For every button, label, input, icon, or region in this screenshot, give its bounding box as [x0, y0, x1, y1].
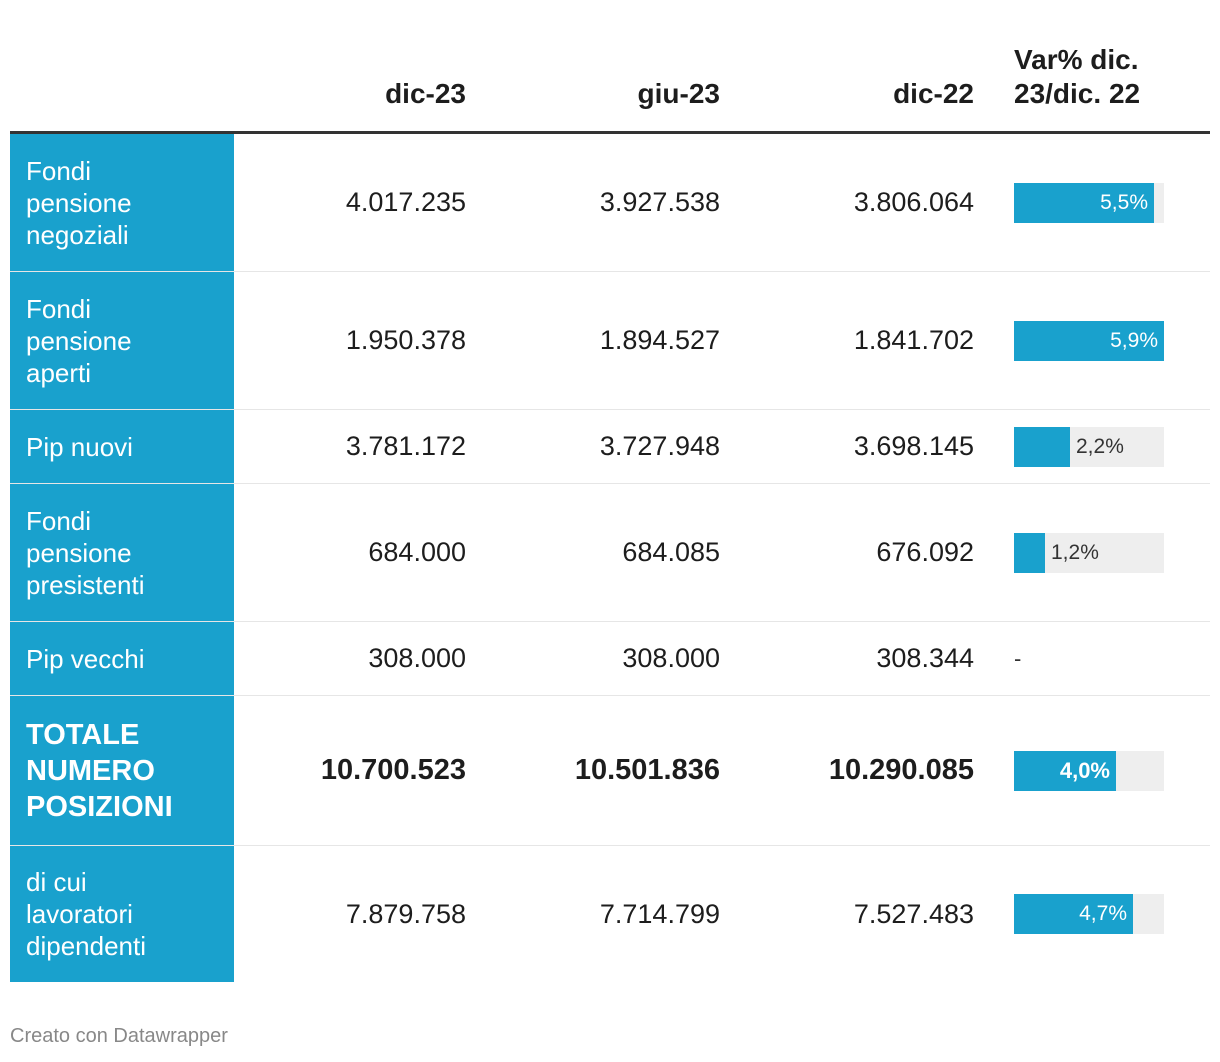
var-bar-label: 5,9% [1110, 328, 1158, 352]
cell-giu23: 1.894.527 [599, 325, 720, 355]
cell-dic22: 676.092 [876, 537, 974, 567]
cell-dic22: 308.344 [876, 643, 974, 673]
header-var-percent: Var% dic. 23/dic. 22 [996, 43, 1210, 131]
var-bar-label: 2,2% [1076, 434, 1124, 458]
row-label-line: negoziali [26, 219, 129, 250]
cell-giu23: 308.000 [622, 643, 720, 673]
header-dic-23: dic-23 [385, 78, 466, 109]
row-label-line: pensione [26, 187, 132, 218]
table-row: TOTALE NUMERO POSIZIONI 10.700.523 10.501.83… [10, 696, 1210, 846]
table-row: Fondi pensione presistenti 684.000 684.085 67… [10, 484, 1210, 622]
cell-dic22: 10.290.085 [828, 754, 974, 786]
cell-var-percent: - [996, 622, 1210, 695]
cell-dic23: 684.000 [368, 537, 466, 567]
row-label-line: pensione [26, 325, 132, 356]
row-label: di cui lavoratori dipendenti [10, 846, 234, 982]
table-row: Fondi pensione aperti 1.950.378 1.894.527 1.8… [10, 272, 1210, 410]
var-bar-label: 5,5% [1100, 190, 1148, 214]
cell-giu23: 3.927.538 [599, 187, 720, 217]
cell-var-percent: 5,5% [996, 134, 1210, 271]
row-label-line: dipendenti [26, 931, 146, 961]
cell-dic23: 7.879.758 [345, 898, 466, 929]
row-label-text: Pip vecchi [26, 643, 145, 675]
cell-dic22: 1.841.702 [853, 325, 974, 355]
table-row: Pip nuovi 3.781.172 3.727.948 3.698.145 2,2% [10, 410, 1210, 484]
row-label-text: Fondi pensione aperti [26, 293, 132, 389]
cell-giu23: 10.501.836 [574, 754, 720, 786]
cell-giu23: 7.714.799 [599, 898, 720, 929]
var-bar-label: 4,7% [1079, 902, 1127, 925]
row-label-line: di cui [26, 867, 87, 897]
row-label-line: presistenti [26, 569, 145, 600]
row-label-text: di cui lavoratori dipendenti [26, 866, 146, 962]
header-giu-23: giu-23 [637, 78, 720, 109]
var-bar-track: 1,2% [1014, 532, 1164, 573]
row-label-line: Fondi [26, 155, 92, 186]
cell-dic23: 308.000 [368, 643, 466, 673]
row-label: Fondi pensione aperti [10, 272, 234, 409]
cell-var-percent: 5,9% [996, 272, 1210, 409]
cell-dic22: 3.698.145 [853, 431, 974, 461]
cell-giu23: 3.727.948 [599, 431, 720, 461]
var-bar-label: 4,0% [1059, 757, 1110, 783]
table-body: Fondi pensione negoziali 4.017.235 3.927.538… [10, 134, 1210, 982]
header-var-line-2: 23/dic. 22 [1014, 78, 1141, 109]
header-label-column [10, 111, 234, 131]
table-row: Pip vecchi 308.000 308.000 308.344 - [10, 622, 1210, 696]
cell-dic22: 7.527.483 [853, 898, 974, 929]
table-header: dic-23 giu-23 dic-22 Var% dic. 23/dic. 2… [10, 40, 1210, 134]
row-label-line: lavoratori [26, 899, 133, 929]
footer-credit: Creato con Datawrapper [10, 1025, 228, 1047]
var-bar-track: 4,7% [1014, 894, 1164, 934]
var-dash: - [1014, 645, 1022, 671]
cell-var-percent: 2,2% [996, 410, 1210, 483]
cell-var-percent: 4,0% [996, 696, 1210, 845]
row-label: TOTALE NUMERO POSIZIONI [10, 696, 234, 845]
var-bar-track: 4,0% [1014, 750, 1164, 791]
row-label: Fondi pensione negoziali [10, 134, 234, 271]
cell-var-percent: 4,7% [996, 846, 1210, 982]
row-label-text: TOTALE NUMERO POSIZIONI [26, 717, 173, 825]
row-label: Fondi pensione presistenti [10, 484, 234, 621]
row-label-text: Fondi pensione negoziali [26, 155, 132, 251]
row-label-line: TOTALE [26, 718, 140, 751]
var-bar [1014, 320, 1164, 361]
row-label-line: pensione [26, 537, 132, 568]
var-bar-track: 5,9% [1014, 320, 1164, 361]
table-row: di cui lavoratori dipendenti 7.879.758 7.714… [10, 846, 1210, 982]
row-label-line: Pip nuovi [26, 431, 133, 462]
row-label-line: NUMERO [26, 754, 155, 787]
var-bar [1014, 532, 1045, 573]
cell-dic23: 10.700.523 [320, 754, 466, 786]
var-bar-track: 5,5% [1014, 182, 1164, 223]
var-bar [1014, 894, 1133, 934]
row-label-line: POSIZIONI [26, 790, 173, 823]
row-label-text: Pip nuovi [26, 431, 133, 463]
cell-dic23: 4.017.235 [345, 187, 466, 217]
cell-dic23: 3.781.172 [345, 431, 466, 461]
row-label-text: Fondi pensione presistenti [26, 505, 145, 601]
row-label-line: aperti [26, 357, 92, 388]
row-label: Pip nuovi [10, 410, 234, 483]
cell-var-percent: 1,2% [996, 484, 1210, 621]
table-row: Fondi pensione negoziali 4.017.235 3.927.538… [10, 134, 1210, 272]
row-label-line: Fondi [26, 293, 92, 324]
row-label-line: Pip vecchi [26, 643, 145, 674]
var-bar-label: 1,2% [1051, 540, 1099, 564]
data-table: dic-23 giu-23 dic-22 Var% dic. 23/dic. 2… [10, 40, 1210, 982]
cell-dic23: 1.950.378 [345, 325, 466, 355]
var-bar [1014, 750, 1116, 791]
header-dic-22: dic-22 [893, 78, 974, 109]
header-var-line-1: Var% dic. [1014, 44, 1139, 75]
row-label: Pip vecchi [10, 622, 234, 695]
var-bar [1014, 182, 1154, 223]
var-bar [1014, 426, 1070, 467]
var-bar-track: 2,2% [1014, 426, 1164, 467]
row-label-line: Fondi [26, 505, 92, 536]
cell-giu23: 684.085 [622, 537, 720, 567]
cell-dic22: 3.806.064 [853, 187, 974, 217]
